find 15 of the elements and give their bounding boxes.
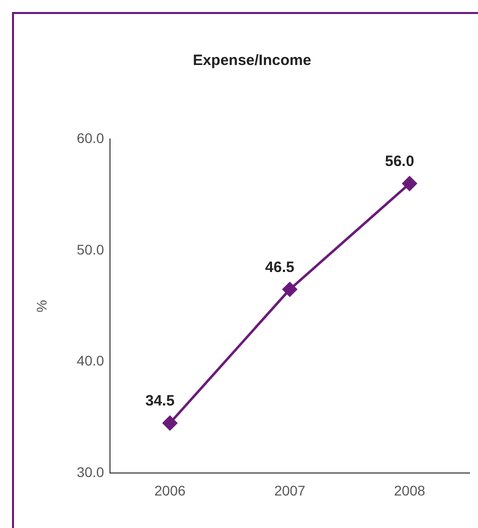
point [162,416,178,430]
y-tick-label: 40.0 [76,352,104,369]
y-tick-label: 30.0 [76,464,104,480]
point [282,282,298,297]
x-tick-label: 2006 [154,482,186,498]
y-tick-label: 60.0 [76,130,104,146]
point [402,176,417,191]
data-label: 34.5 [145,392,175,410]
data-label: 56.0 [384,153,414,170]
chart-title: Expense/Income [192,52,312,70]
x-tick-label: 2008 [394,482,426,498]
y-tick-label: 50.0 [76,241,104,258]
y-axis-title: % [33,300,50,312]
data-label: 46.5 [265,259,294,276]
x-tick-label: 2007 [274,482,306,498]
